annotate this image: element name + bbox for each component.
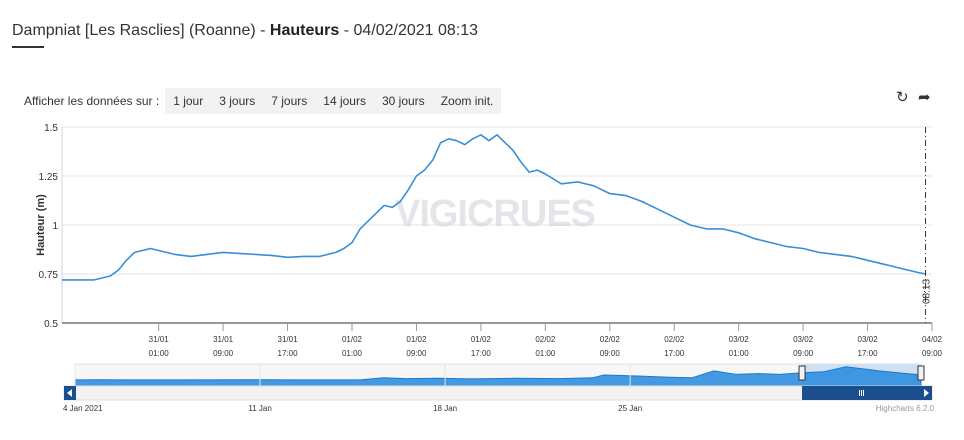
scrollbar-right-arrow-icon xyxy=(924,389,929,397)
range-selector-label: Afficher les données sur : xyxy=(24,94,160,108)
x-tick-date: 02/02 xyxy=(600,335,621,344)
vigicrues-watermark: VIGICRUES xyxy=(395,193,595,235)
range-button-3-days[interactable]: 3 jours xyxy=(219,94,256,108)
x-tick-date: 31/01 xyxy=(278,335,299,344)
x-tick-time: 01:00 xyxy=(535,349,556,358)
range-selector: Afficher les données sur : 1 jour 3 jour… xyxy=(24,88,502,114)
x-tick-date: 02/02 xyxy=(535,335,556,344)
x-tick-time: 17:00 xyxy=(471,349,492,358)
navigator-date-label: 11 Jan xyxy=(248,404,271,413)
title-underline xyxy=(12,46,44,48)
x-tick-date: 02/02 xyxy=(664,335,685,344)
title-measure: Hauteurs xyxy=(269,22,340,39)
x-tick-time: 09:00 xyxy=(600,349,621,358)
range-button-7-days[interactable]: 7 jours xyxy=(271,94,308,108)
x-tick-date: 04/02 xyxy=(922,335,943,344)
x-tick-date: 03/02 xyxy=(729,335,750,344)
x-tick-date: 01/02 xyxy=(406,335,427,344)
y-tick-label: 0.5 xyxy=(44,319,58,330)
title-timestamp: - 04/02/2021 08:13 xyxy=(339,22,479,39)
range-buttons: 1 jour 3 jours 7 jours 14 jours 30 jours… xyxy=(165,88,502,114)
x-tick-time: 01:00 xyxy=(342,349,363,358)
navigator-series-area xyxy=(74,366,922,387)
share-arrow-icon[interactable]: ➦ xyxy=(918,89,931,106)
x-tick-date: 01/02 xyxy=(471,335,492,344)
range-button-zoom-reset[interactable]: Zoom init. xyxy=(440,94,494,108)
x-tick-time: 17:00 xyxy=(278,349,299,358)
x-tick-time: 01:00 xyxy=(729,349,750,358)
hauteur-series-line[interactable] xyxy=(62,134,926,281)
y-tick-label: 1.25 xyxy=(39,172,59,183)
navigator-date-label: 18 Jan xyxy=(433,404,457,413)
navigator-date-label: 4 Jan 2021 xyxy=(63,404,103,413)
navigator-handle-right[interactable] xyxy=(917,365,925,381)
y-tick-label: 1 xyxy=(52,221,58,232)
y-axis-title: Hauteur (m) xyxy=(35,194,47,256)
x-tick-time: 01:00 xyxy=(149,349,170,358)
navigator: 4 Jan 2021 11 Jan 18 Jan 25 Jan xyxy=(63,363,933,413)
navigator-handle-left[interactable] xyxy=(798,365,806,381)
x-tick-date: 03/02 xyxy=(793,335,814,344)
x-tick-time: 17:00 xyxy=(664,349,685,358)
y-tick-label: 0.75 xyxy=(39,270,59,281)
grid-lines xyxy=(62,126,932,275)
x-tick-date: 31/01 xyxy=(213,335,234,344)
x-tick-date: 03/02 xyxy=(858,335,879,344)
axes: 0.5 0.75 1 1.25 1.5 Hauteur (m) 31/01 01:00 31/0… xyxy=(35,123,943,358)
series-layer: 08:13 xyxy=(62,127,933,323)
scrollbar-left-arrow-icon xyxy=(67,389,72,397)
x-tick-date: 01/02 xyxy=(342,335,363,344)
range-button-14-days[interactable]: 14 jours xyxy=(323,94,366,108)
x-tick-time: 09:00 xyxy=(213,349,234,358)
y-tick-label: 1.5 xyxy=(44,123,58,134)
current-time-label: 08:13 xyxy=(922,279,933,304)
navigator-date-label: 25 Jan xyxy=(618,404,642,413)
highcharts-credits[interactable]: Highcharts 6.2.0 xyxy=(876,404,935,413)
range-button-30-days[interactable]: 30 jours xyxy=(381,94,425,108)
range-button-1-day[interactable]: 1 jour xyxy=(173,94,204,108)
scrollbar-track[interactable] xyxy=(63,385,933,401)
page-title: Dampniat [Les Rasclies] (Roanne) - Haute… xyxy=(12,22,478,40)
refresh-icon[interactable]: ↻ xyxy=(896,89,909,106)
x-tick-time: 17:00 xyxy=(858,349,879,358)
x-tick-time: 09:00 xyxy=(793,349,814,358)
x-tick-time: 09:00 xyxy=(406,349,427,358)
x-tick-date: 31/01 xyxy=(149,335,170,344)
title-prefix: Dampniat [Les Rasclies] (Roanne) - xyxy=(12,22,270,39)
x-tick-time: 09:00 xyxy=(922,349,943,358)
